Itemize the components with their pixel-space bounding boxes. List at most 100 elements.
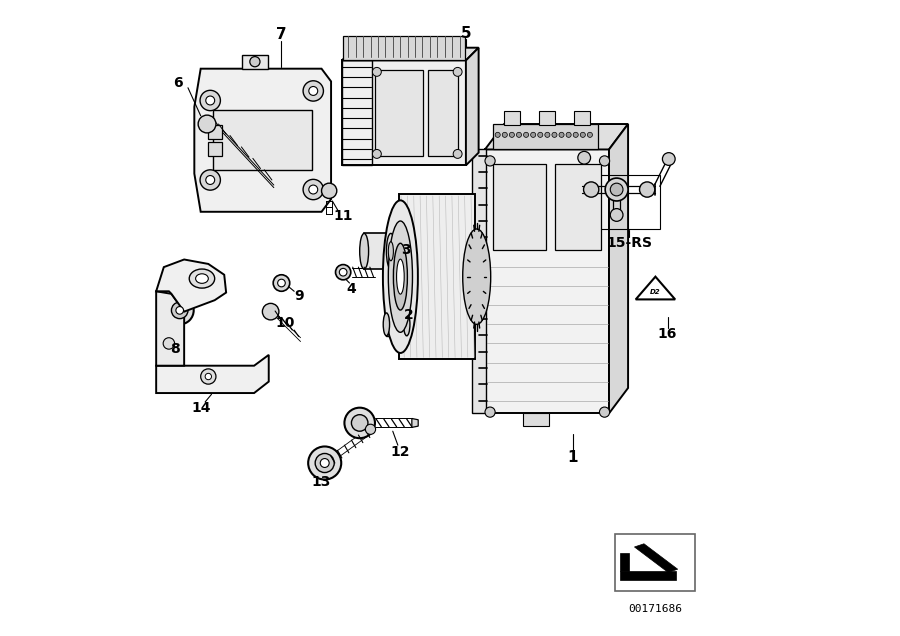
Circle shape [544, 132, 550, 137]
Circle shape [176, 307, 184, 314]
Bar [208, 125, 222, 139]
Circle shape [321, 183, 337, 198]
Circle shape [559, 132, 564, 137]
Circle shape [200, 90, 220, 111]
Ellipse shape [360, 233, 369, 269]
Bar [504, 111, 520, 125]
Circle shape [166, 296, 194, 324]
Text: 2: 2 [404, 308, 413, 322]
Circle shape [320, 459, 329, 467]
Bar [342, 60, 373, 165]
Text: 1: 1 [568, 450, 578, 466]
Circle shape [588, 132, 592, 137]
Circle shape [599, 156, 609, 166]
Text: 00171686: 00171686 [628, 604, 682, 614]
Ellipse shape [383, 313, 390, 336]
Circle shape [537, 132, 543, 137]
Text: 7: 7 [276, 27, 287, 43]
Bar [599, 175, 660, 229]
Polygon shape [466, 48, 479, 165]
Circle shape [200, 170, 220, 190]
Circle shape [552, 132, 557, 137]
Text: 12: 12 [391, 445, 410, 459]
Text: 15-RS: 15-RS [607, 236, 652, 250]
Circle shape [205, 373, 212, 380]
Text: 10: 10 [275, 316, 294, 330]
Circle shape [250, 57, 260, 67]
Circle shape [599, 407, 609, 417]
Polygon shape [609, 124, 628, 413]
Circle shape [531, 132, 536, 137]
Circle shape [373, 67, 382, 76]
Circle shape [509, 132, 515, 137]
Circle shape [662, 153, 675, 165]
Polygon shape [194, 69, 331, 212]
Circle shape [517, 132, 521, 137]
Text: 3: 3 [400, 243, 410, 257]
Text: 8: 8 [170, 342, 180, 356]
Polygon shape [620, 553, 629, 571]
Circle shape [351, 415, 368, 431]
Ellipse shape [388, 242, 393, 261]
Circle shape [640, 182, 655, 197]
Bar [574, 111, 590, 125]
Polygon shape [412, 418, 418, 427]
Circle shape [573, 132, 579, 137]
Bar [539, 111, 555, 125]
Bar [343, 36, 464, 60]
Circle shape [263, 303, 279, 320]
Bar [493, 124, 598, 149]
Polygon shape [485, 149, 609, 413]
Text: 9: 9 [293, 289, 303, 303]
Circle shape [495, 132, 500, 137]
Bar [375, 70, 423, 156]
Circle shape [580, 132, 585, 137]
Circle shape [336, 265, 351, 280]
Ellipse shape [386, 233, 395, 269]
Polygon shape [386, 313, 407, 336]
Polygon shape [620, 571, 676, 580]
Circle shape [274, 275, 290, 291]
Bar [428, 70, 458, 156]
Circle shape [578, 151, 590, 164]
Text: 6: 6 [173, 76, 183, 90]
Ellipse shape [189, 269, 215, 288]
Bar [493, 164, 546, 250]
Circle shape [485, 156, 495, 166]
Bar [242, 55, 267, 69]
Bar [616, 534, 695, 591]
Text: 14: 14 [191, 401, 211, 415]
Circle shape [454, 67, 462, 76]
Circle shape [198, 115, 216, 133]
Circle shape [610, 183, 623, 196]
Polygon shape [157, 291, 184, 366]
Polygon shape [157, 259, 226, 312]
Circle shape [163, 338, 175, 349]
Circle shape [201, 369, 216, 384]
Polygon shape [485, 124, 628, 149]
Circle shape [206, 176, 215, 184]
Circle shape [345, 408, 375, 438]
Text: D2: D2 [650, 289, 661, 294]
Bar [523, 413, 549, 426]
Polygon shape [634, 544, 678, 572]
Circle shape [339, 268, 347, 276]
Ellipse shape [463, 229, 491, 324]
Circle shape [315, 453, 334, 473]
Circle shape [454, 149, 462, 158]
Circle shape [566, 132, 572, 137]
Ellipse shape [195, 273, 208, 283]
Bar [472, 149, 486, 413]
Text: 5: 5 [461, 25, 472, 41]
Polygon shape [364, 233, 391, 269]
Circle shape [308, 446, 341, 480]
Circle shape [583, 182, 599, 197]
Text: 13: 13 [311, 475, 331, 489]
Circle shape [303, 81, 323, 101]
Ellipse shape [403, 313, 410, 336]
Circle shape [485, 407, 495, 417]
Polygon shape [342, 48, 479, 60]
Polygon shape [342, 60, 466, 165]
Circle shape [524, 132, 528, 137]
Text: 16: 16 [658, 327, 677, 341]
